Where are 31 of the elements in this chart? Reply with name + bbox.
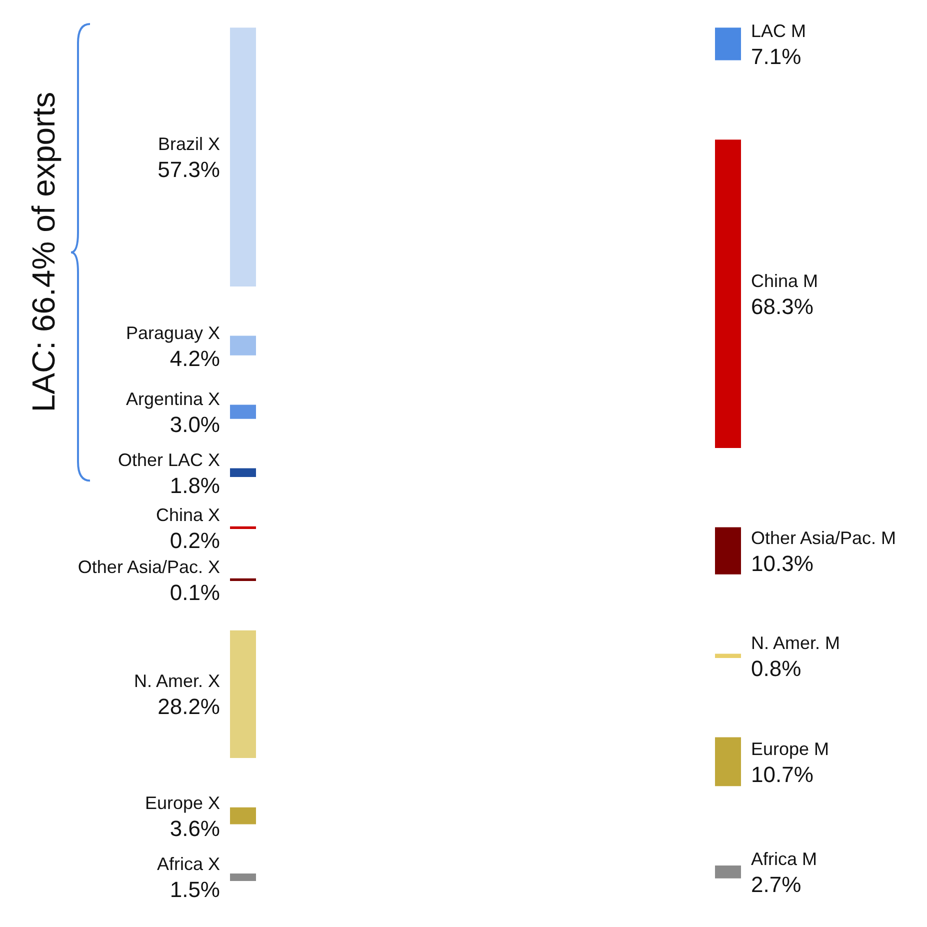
- data-label: 57.3%: [158, 157, 220, 184]
- data-label: 10.7%: [751, 762, 814, 788]
- category-label: Brazil X: [158, 133, 220, 156]
- category-label: China M: [751, 270, 818, 293]
- data-label: 0.8%: [751, 656, 802, 682]
- category-label: Europe X: [144, 792, 220, 815]
- category-label: Paraguay X: [126, 322, 220, 345]
- data-label: 7.1%: [751, 44, 802, 70]
- data-label: 0.2%: [168, 528, 220, 554]
- data-label: 4.2%: [168, 346, 220, 372]
- data-label: 0.1%: [168, 580, 220, 606]
- category-label: Europe M: [751, 738, 830, 761]
- category-label: N. Amer. M: [751, 632, 840, 655]
- data-label: 3.0%: [168, 412, 220, 438]
- data-label: 1.8%: [168, 472, 220, 499]
- data-label: 68.3%: [751, 294, 814, 320]
- data-label: 28.2%: [156, 694, 220, 720]
- data-label: 10.3%: [751, 550, 814, 577]
- data-label: 2.7%: [751, 872, 802, 898]
- category-label: Argentina X: [126, 388, 220, 411]
- category-label: Africa X: [156, 853, 220, 876]
- text: LAC: 66.4% of exports: [26, 92, 62, 412]
- data-label: 3.6%: [168, 816, 220, 842]
- category-label: Other LAC X: [118, 448, 220, 472]
- category-label: Other Asia/Pac. X: [78, 556, 220, 579]
- category-label: Africa M: [751, 848, 818, 871]
- category-label: China X: [156, 504, 220, 527]
- category-label: Other Asia/Pac. M: [751, 526, 896, 550]
- category-label: N. Amer. X: [134, 670, 220, 694]
- data-label: 1.5%: [168, 877, 220, 904]
- category-label: LAC M: [751, 20, 806, 43]
